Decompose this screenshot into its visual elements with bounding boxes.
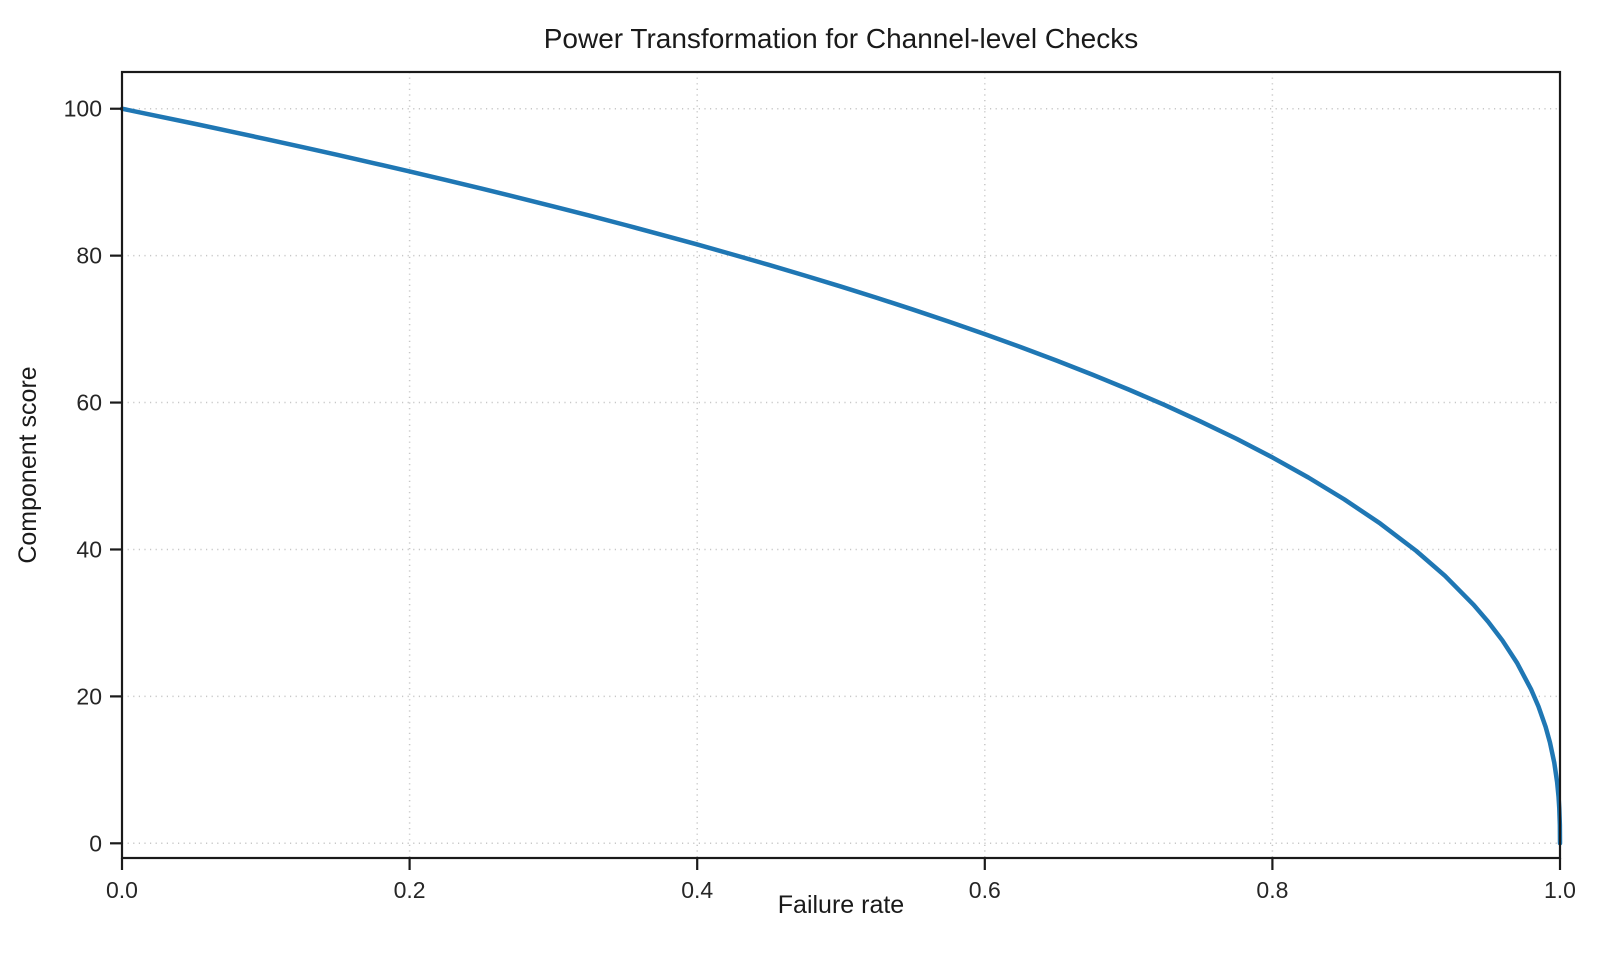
x-tick-label-0.0: 0.0 — [106, 877, 138, 903]
y-tick-label-40: 40 — [76, 536, 102, 562]
x-axis-label: Failure rate — [778, 891, 904, 919]
y-tick-label-0: 0 — [89, 830, 102, 856]
gridlines — [121, 72, 1561, 858]
plot-border — [120, 70, 1562, 860]
data-series-layer — [119, 106, 1563, 846]
plot-spines — [120, 70, 1562, 860]
y-tick-label-60: 60 — [76, 390, 102, 416]
x-tick-label-0.2: 0.2 — [394, 877, 426, 903]
y-axis-label: Component score — [14, 366, 42, 563]
axis-ticks — [110, 107, 1562, 870]
y-tick-label-80: 80 — [76, 243, 102, 269]
x-tick-label-0.8: 0.8 — [1256, 877, 1288, 903]
y-tick-label-20: 20 — [76, 683, 102, 709]
chart-title: Power Transformation for Channel-level C… — [544, 23, 1138, 54]
y-tick-label-100: 100 — [64, 96, 102, 122]
tick-labels: 0.0 0.2 0.4 0.6 0.8 1.0 0 20 40 60 80 100 — [64, 96, 1576, 903]
x-tick-label-0.4: 0.4 — [681, 877, 713, 903]
x-tick-label-0.6: 0.6 — [969, 877, 1001, 903]
x-tick-label-1.0: 1.0 — [1544, 877, 1576, 903]
power-curve-line — [119, 106, 1563, 846]
